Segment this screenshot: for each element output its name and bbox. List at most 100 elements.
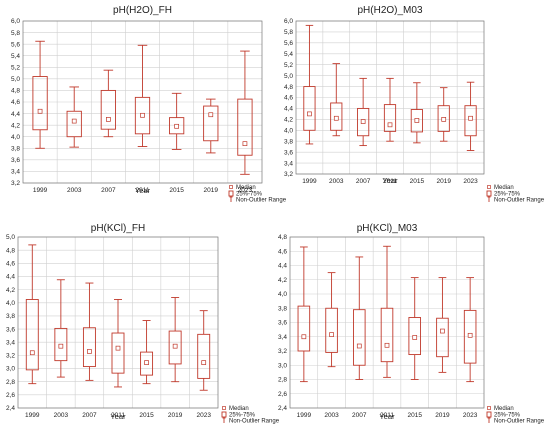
y-tick-label: 4,0 <box>278 291 287 298</box>
legend-median-icon <box>487 185 491 189</box>
x-tick-label: 2003 <box>67 187 82 194</box>
y-tick-label: 5,4 <box>11 53 20 60</box>
median-marker <box>441 117 447 122</box>
iqr-box <box>82 327 96 368</box>
median-marker <box>307 111 312 117</box>
x-tick-label: 2015 <box>407 412 422 419</box>
median-marker <box>144 360 149 365</box>
median-marker <box>140 112 145 118</box>
iqr-box <box>111 332 125 374</box>
median-marker <box>301 334 307 340</box>
median-marker <box>360 119 366 124</box>
y-tick-label: 5,6 <box>11 41 20 48</box>
median-marker <box>412 335 418 340</box>
y-tick-label: 4,8 <box>284 84 293 91</box>
iqr-box <box>325 307 338 353</box>
y-tick-label: 4,0 <box>6 300 15 307</box>
y-tick-label: 2,6 <box>278 391 287 398</box>
y-tick-label: 3,8 <box>278 305 287 312</box>
y-tick-label: 5,2 <box>284 62 293 69</box>
y-tick-label: 3,2 <box>278 348 287 355</box>
iqr-box <box>54 327 68 362</box>
x-tick-label: 2023 <box>238 187 253 194</box>
iqr-box <box>303 86 316 131</box>
y-tick-label: 3,8 <box>6 313 15 320</box>
x-tick-label: 2003 <box>329 178 344 185</box>
y-tick-label: 4,4 <box>284 106 293 113</box>
x-tick-label: 1999 <box>297 412 312 419</box>
y-tick-label: 4,4 <box>11 111 20 118</box>
y-tick-label: 6,0 <box>284 18 293 25</box>
legend-box-icon <box>486 411 492 418</box>
plot-frame <box>295 20 485 175</box>
y-tick-label: 4,0 <box>11 134 20 141</box>
y-tick-label: 5,0 <box>6 234 15 241</box>
iqr-box <box>383 104 397 132</box>
iqr-box <box>237 98 253 156</box>
median-marker <box>58 343 64 349</box>
y-tick-label: 5,8 <box>284 29 293 36</box>
median-marker <box>115 345 121 351</box>
x-tick-label: 2019 <box>168 412 183 419</box>
iqr-box <box>66 110 82 138</box>
legend-box-icon <box>228 190 234 197</box>
median-marker <box>468 115 473 121</box>
legend-range-label: Non-Outlier Range <box>494 419 545 425</box>
x-tick-label: 2015 <box>410 178 425 185</box>
y-tick-label: 5,4 <box>284 51 293 58</box>
y-tick-label: 4,4 <box>278 263 287 270</box>
legend-median-icon <box>229 185 233 189</box>
legend-iqr-label: 25%-75% <box>229 413 256 419</box>
median-marker <box>174 123 179 129</box>
legend-iqr-label: 25%-75% <box>236 192 263 198</box>
y-tick-label: 4,8 <box>11 88 20 95</box>
legend-iqr-label: 25%-75% <box>494 192 521 198</box>
iqr-box <box>436 317 449 358</box>
y-tick-label: 3,4 <box>6 339 15 346</box>
y-tick-label: 4,2 <box>6 287 15 294</box>
median-marker <box>87 349 92 354</box>
median-marker <box>172 343 178 349</box>
iqr-box <box>330 102 343 131</box>
y-tick-label: 5,8 <box>11 30 20 37</box>
x-axis-label: Year <box>110 412 126 421</box>
x-axis-label: Year <box>382 176 398 185</box>
y-tick-label: 3,6 <box>11 157 20 164</box>
iqr-box <box>464 105 477 137</box>
y-tick-label: 5,2 <box>11 64 20 71</box>
y-tick-label: 4,6 <box>6 261 15 268</box>
y-tick-label: 3,4 <box>278 334 287 341</box>
x-tick-label: 2003 <box>54 412 69 419</box>
y-tick-label: 3,8 <box>284 138 293 145</box>
x-tick-label: 2023 <box>463 178 478 185</box>
legend-median-icon <box>222 406 226 410</box>
y-tick-label: 3,0 <box>6 366 15 373</box>
median-marker <box>106 117 111 122</box>
iqr-box <box>353 309 366 366</box>
x-tick-label: 2011 <box>383 178 397 185</box>
median-marker <box>414 118 420 123</box>
iqr-box <box>140 351 154 376</box>
y-tick-label: 4,6 <box>284 95 293 102</box>
x-tick-label: 2007 <box>356 178 371 185</box>
y-tick-label: 4,4 <box>6 274 15 281</box>
plot-frame <box>22 20 263 184</box>
x-tick-label: 1999 <box>302 178 317 185</box>
x-tick-label: 2023 <box>196 412 211 419</box>
median-marker <box>329 332 334 337</box>
median-marker <box>467 332 473 338</box>
y-tick-label: 2,8 <box>6 379 15 386</box>
median-marker <box>333 115 339 121</box>
x-tick-label: 1999 <box>25 412 40 419</box>
iqr-box <box>380 307 394 363</box>
legend-box-icon <box>486 190 492 197</box>
iqr-box <box>25 299 39 371</box>
median-marker <box>208 112 214 118</box>
median-marker <box>384 342 390 348</box>
x-tick-label: 2011 <box>111 412 125 419</box>
chart-title: pH(KCl)_FH <box>91 223 145 234</box>
iqr-box <box>197 333 211 379</box>
y-tick-label: 5,0 <box>11 76 20 83</box>
legend-box-icon <box>221 411 227 418</box>
